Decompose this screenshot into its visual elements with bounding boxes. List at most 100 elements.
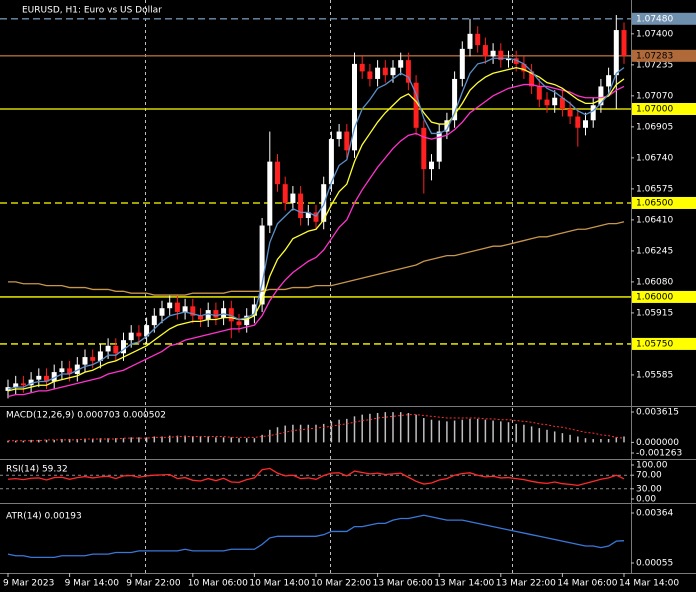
candle-body bbox=[97, 351, 103, 361]
candle-body bbox=[405, 60, 411, 83]
y-tick-label: 1.06905 bbox=[636, 122, 673, 132]
y-tick-label: 1.06410 bbox=[636, 215, 673, 225]
macd-bar bbox=[338, 419, 340, 443]
macd-bar bbox=[469, 418, 471, 443]
candle-body bbox=[74, 364, 80, 374]
macd-bar bbox=[584, 438, 587, 443]
y-tick-label: 0.00 bbox=[636, 495, 656, 505]
macd-bar bbox=[299, 424, 302, 443]
indicator-line bbox=[8, 221, 625, 296]
macd-bar bbox=[284, 425, 286, 443]
macd-bar bbox=[215, 437, 217, 443]
macd-bar bbox=[615, 437, 618, 443]
candle-body bbox=[552, 97, 558, 106]
macd-bar bbox=[500, 421, 502, 443]
candle-body bbox=[236, 321, 242, 326]
y-tick-label: 0.000000 bbox=[636, 438, 679, 448]
panel-title: ATR(14) 0.00193 bbox=[6, 512, 82, 522]
candle-body bbox=[267, 161, 273, 226]
x-tick-label: 10 Mar 22:00 bbox=[311, 579, 371, 589]
candle-body bbox=[275, 161, 280, 185]
indicator-line bbox=[7, 467, 625, 487]
macd-bar bbox=[515, 423, 517, 443]
macd-bar bbox=[361, 414, 363, 443]
candle-body bbox=[429, 161, 434, 170]
macd-bar bbox=[7, 440, 9, 443]
level-label: 1.07000 bbox=[636, 105, 673, 115]
candle-body bbox=[606, 75, 612, 87]
macd-bar bbox=[130, 437, 132, 443]
macd-bar bbox=[530, 426, 533, 443]
macd-bar bbox=[30, 439, 32, 443]
indicator-line bbox=[7, 66, 625, 392]
candle-body bbox=[205, 310, 211, 320]
macd-bar bbox=[161, 436, 163, 443]
candle-body bbox=[583, 120, 588, 128]
macd-bar bbox=[199, 436, 202, 443]
macd-bar bbox=[91, 439, 94, 443]
candle-body bbox=[298, 193, 304, 219]
macd-bar bbox=[222, 437, 225, 443]
candle-body bbox=[151, 315, 157, 326]
candle-body bbox=[490, 50, 496, 57]
candle-body bbox=[82, 357, 88, 365]
level-label-box bbox=[632, 12, 696, 25]
macd-bar bbox=[245, 438, 248, 443]
macd-bar bbox=[353, 416, 356, 443]
candle-body bbox=[598, 86, 604, 106]
macd-bar bbox=[38, 439, 40, 443]
macd-bar bbox=[207, 436, 209, 443]
candle-body bbox=[521, 63, 527, 72]
macd-bar bbox=[623, 436, 625, 443]
level-label: 1.07283 bbox=[636, 51, 673, 61]
macd-bar bbox=[107, 438, 109, 443]
candle-body bbox=[36, 375, 42, 380]
x-tick-label: 13 Mar 06:00 bbox=[373, 579, 433, 589]
panel-title: EURUSD, H1: Euro vs US Dollar bbox=[22, 6, 162, 16]
candle-body bbox=[352, 63, 357, 151]
macd-bar bbox=[407, 412, 410, 443]
candle-body bbox=[305, 212, 311, 219]
candle-body bbox=[452, 78, 458, 121]
candle-body bbox=[121, 340, 126, 354]
y-tick-label: -0.001263 bbox=[636, 449, 682, 459]
candle-body bbox=[390, 67, 396, 76]
macd-bar bbox=[99, 438, 102, 443]
indicator-line bbox=[7, 57, 625, 390]
candle-body bbox=[398, 60, 404, 68]
y-tick-label: 1.07400 bbox=[636, 29, 673, 39]
candle-body bbox=[559, 97, 565, 110]
candle-body bbox=[328, 139, 334, 185]
x-tick-label: 9 Mar 22:00 bbox=[126, 579, 181, 589]
y-tick-label: 0.003615 bbox=[636, 408, 679, 418]
level-label-box bbox=[632, 337, 696, 350]
candle-body bbox=[67, 368, 73, 374]
level-label-box bbox=[632, 196, 696, 209]
candle-body bbox=[513, 58, 519, 64]
macd-bar bbox=[392, 412, 394, 443]
candle-body bbox=[421, 127, 427, 170]
macd-bar bbox=[415, 414, 417, 443]
candle-body bbox=[144, 325, 150, 337]
indicator-line bbox=[7, 83, 625, 398]
level-label: 1.07480 bbox=[636, 14, 673, 24]
candle-body bbox=[105, 345, 111, 352]
candle-body bbox=[467, 33, 473, 49]
y-tick-label: 1.07235 bbox=[636, 60, 673, 70]
macd-signal bbox=[8, 414, 625, 442]
macd-bar bbox=[538, 428, 541, 443]
candle-body bbox=[536, 86, 542, 100]
candle-body bbox=[436, 131, 442, 162]
candle-body bbox=[174, 302, 180, 312]
candle-body bbox=[444, 120, 450, 132]
candle-body bbox=[28, 379, 34, 386]
x-tick-label: 13 Mar 14:00 bbox=[434, 579, 494, 589]
macd-bar bbox=[492, 420, 494, 443]
macd-bar bbox=[476, 418, 479, 443]
macd-bar bbox=[330, 421, 333, 443]
level-label: 1.06000 bbox=[636, 292, 673, 302]
macd-bar bbox=[269, 429, 271, 443]
candle-body bbox=[413, 82, 419, 128]
candle-body bbox=[482, 45, 488, 57]
